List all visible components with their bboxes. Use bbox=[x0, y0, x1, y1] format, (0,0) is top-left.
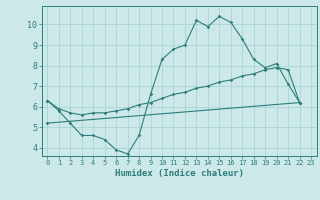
X-axis label: Humidex (Indice chaleur): Humidex (Indice chaleur) bbox=[115, 169, 244, 178]
